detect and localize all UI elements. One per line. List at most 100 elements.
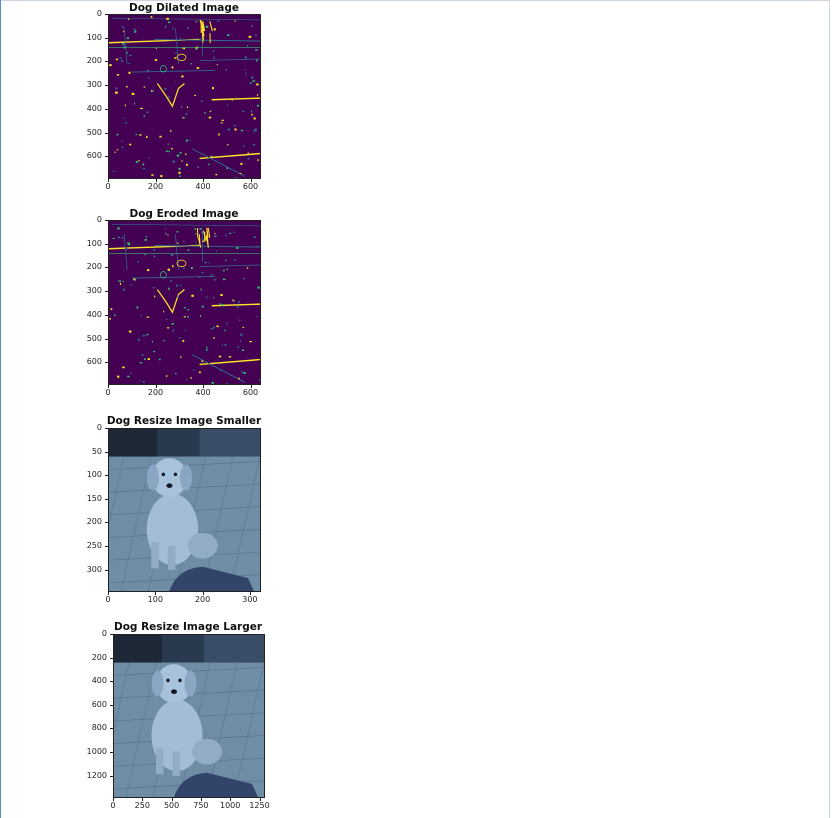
x-tick-mark [250,385,252,388]
x-tick-mark [108,592,109,595]
y-tick-label: 400 [91,676,107,686]
y-tick-mark [105,362,108,364]
window-right-border [829,0,830,818]
y-tick-mark [105,220,108,221]
x-tick-label: 100 [147,595,163,604]
y-tick-label: 400 [86,103,102,113]
x-tick-label: 750 [193,801,209,810]
dog-photo [108,428,261,592]
x-tick-mark [142,798,144,801]
x-tick-mark [202,592,204,595]
edge-image [108,220,261,385]
y-tick-label: 100 [86,238,102,248]
y-tick-label: 200 [91,652,107,662]
y-tick-label: 1000 [86,747,107,756]
y-tick-mark [105,338,108,340]
y-tick-mark [110,775,113,777]
y-tick-mark [105,475,108,477]
x-tick-mark [230,798,232,801]
x-tick-label: 300 [242,595,258,604]
y-tick-mark [105,291,108,293]
x-tick-mark [113,798,114,801]
x-tick-mark [249,592,251,595]
x-tick-label: 500 [163,801,180,810]
x-tick-label: 200 [147,182,164,191]
y-tick-label: 0 [101,629,107,638]
x-tick-mark [108,385,109,388]
x-tick-mark [155,592,157,595]
x-tick-label: 0 [105,388,111,397]
y-tick-mark [105,498,108,500]
y-tick-label: 600 [86,151,102,161]
y-tick-mark [110,752,113,753]
y-tick-mark [105,314,108,316]
y-tick-mark [105,14,108,15]
y-tick-mark [105,451,108,453]
y-tick-mark [105,243,108,245]
y-tick-mark [105,61,108,63]
y-tick-label: 500 [86,127,102,137]
y-tick-mark [110,728,113,730]
y-tick-label: 300 [86,564,102,574]
y-tick-label: 50 [91,446,102,456]
y-tick-label: 100 [86,470,102,480]
x-tick-mark [171,798,173,801]
y-tick-label: 300 [86,80,102,90]
y-tick-mark [105,132,108,134]
x-tick-label: 1250 [249,801,270,810]
edge-image [108,14,261,179]
figure-title: Dog Dilated Image [129,2,239,14]
y-tick-mark [110,681,113,683]
y-tick-label: 500 [86,333,102,343]
y-tick-mark [105,156,108,158]
y-tick-label: 0 [96,9,102,18]
y-tick-label: 1200 [86,770,107,780]
x-tick-label: 0 [105,182,111,191]
y-tick-label: 100 [86,32,102,42]
window-top-border [0,0,830,1]
x-tick-label: 400 [195,182,211,191]
y-tick-mark [105,85,108,87]
y-tick-mark [105,267,108,269]
y-tick-mark [110,704,113,706]
y-tick-mark [110,657,113,659]
y-tick-mark [105,37,108,39]
y-tick-mark [105,108,108,110]
y-tick-label: 400 [86,309,102,319]
y-tick-label: 200 [86,517,102,527]
x-tick-mark [108,179,109,182]
dog-photo [113,634,265,798]
y-tick-label: 600 [86,357,102,367]
y-tick-mark [105,569,108,571]
y-tick-label: 800 [91,723,107,733]
y-tick-mark [105,522,108,524]
y-tick-label: 0 [96,215,102,224]
figure-title: Dog Eroded Image [129,208,239,220]
x-tick-label: 400 [195,388,211,397]
y-tick-label: 600 [91,699,107,709]
x-tick-mark [203,179,204,182]
x-tick-label: 200 [194,595,211,604]
y-tick-mark [105,428,108,429]
figure-title: Dog Resize Image Larger [113,621,263,633]
x-tick-mark [200,798,202,801]
x-tick-mark [155,385,157,388]
y-tick-label: 300 [86,286,102,296]
x-tick-mark [259,798,261,801]
y-tick-mark [105,546,108,547]
x-tick-mark [203,385,204,388]
x-tick-mark [155,179,157,182]
y-tick-label: 250 [86,541,102,550]
window-left-border [0,0,1,818]
y-tick-label: 0 [96,423,102,432]
y-tick-mark [110,634,113,635]
x-tick-label: 250 [134,801,150,810]
x-tick-label: 600 [242,388,259,397]
x-tick-label: 0 [110,801,116,810]
figure-title: Dog Resize Image Smaller [106,415,262,427]
x-tick-mark [250,179,252,182]
y-tick-label: 200 [86,56,102,66]
x-tick-label: 200 [147,388,164,397]
y-tick-label: 150 [86,493,102,503]
x-tick-label: 1000 [220,801,241,810]
